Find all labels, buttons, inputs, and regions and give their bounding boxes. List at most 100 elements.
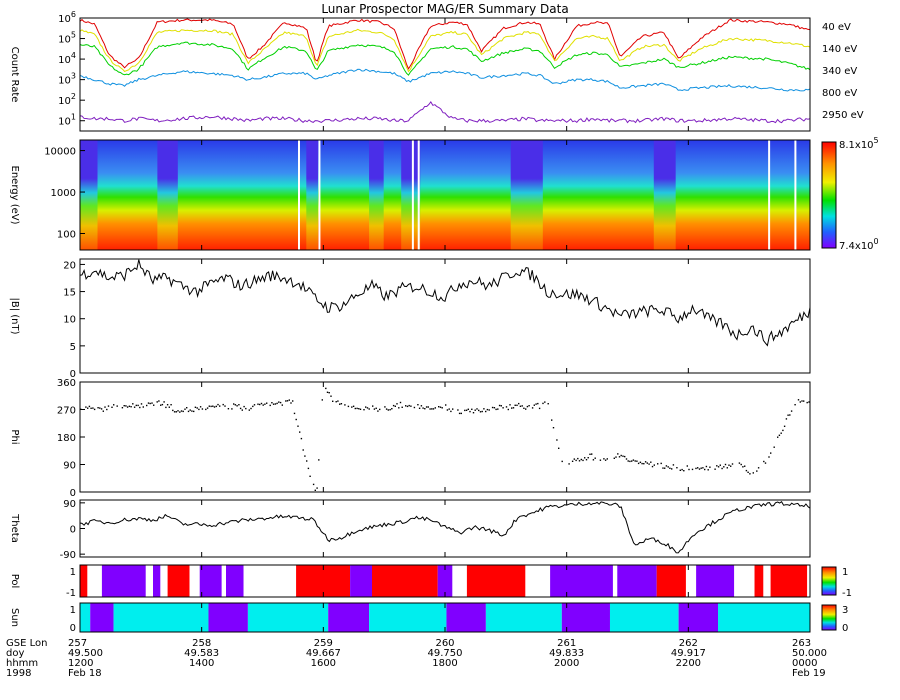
x-tick-hhmm: 1200: [68, 658, 93, 669]
energy-ylabel: Energy (eV): [9, 166, 20, 225]
y-tick-label: 106: [58, 10, 76, 25]
phi-point: [587, 457, 589, 459]
phi-point: [351, 406, 353, 408]
wake-interval: [306, 140, 318, 250]
phi-point: [801, 400, 803, 402]
phi-point: [429, 408, 431, 410]
phi-point: [731, 463, 734, 465]
phi-point: [620, 454, 622, 457]
phi-point: [768, 456, 770, 458]
phi-point: [716, 465, 718, 467]
sun-segment: [113, 603, 209, 632]
pol-segment: [696, 565, 735, 597]
phi-point: [250, 407, 252, 410]
phi-point: [698, 468, 701, 470]
phi-point: [431, 408, 433, 410]
pol-segment: [437, 565, 453, 597]
phi-point: [335, 401, 337, 403]
phi-point: [644, 461, 647, 463]
phi-point: [580, 458, 582, 461]
y-tick-label: 101: [58, 113, 76, 128]
phi-point: [535, 403, 537, 405]
phi-point: [509, 404, 511, 406]
phi-point: [168, 406, 170, 408]
phi-point: [780, 432, 782, 434]
y-tick-label: 102: [58, 92, 76, 107]
phi-point: [243, 405, 245, 408]
phi-point: [278, 401, 280, 403]
phi-point: [113, 404, 115, 406]
phi-point: [286, 400, 289, 402]
phi-point: [724, 463, 727, 466]
phi-point: [97, 407, 99, 409]
wake-interval: [80, 140, 98, 250]
phi-point: [467, 408, 469, 410]
phi-point: [578, 460, 581, 462]
phi-point: [126, 406, 129, 408]
phi-point: [179, 411, 181, 413]
phi-point: [352, 405, 355, 407]
phi-point: [135, 404, 137, 407]
phi-point: [747, 471, 749, 473]
phi-point: [474, 409, 476, 411]
phi-point: [330, 395, 332, 397]
phi-point: [198, 408, 200, 411]
phi-point: [272, 403, 275, 405]
pol-segment: [770, 565, 808, 597]
wake-interval: [369, 140, 384, 250]
phi-point: [340, 403, 343, 405]
sun-ylabel: Sun: [9, 608, 20, 627]
phi-point: [408, 404, 410, 407]
phi-point: [631, 460, 633, 462]
phi-point: [299, 431, 301, 433]
phi-ylabel: Phi: [9, 429, 20, 444]
phi-point: [161, 403, 164, 406]
phi-point: [599, 459, 602, 461]
phi-point: [111, 406, 113, 408]
pol-segment: [199, 565, 222, 597]
phi-point: [799, 401, 801, 403]
phi-point: [657, 463, 659, 465]
phi-point: [172, 409, 174, 412]
legend-label-1: 140 eV: [822, 44, 857, 55]
phi-point: [92, 407, 94, 409]
phi-point: [199, 406, 202, 408]
phi-point: [133, 406, 136, 408]
phi-point: [704, 468, 706, 471]
phi-point: [193, 410, 195, 413]
phi-point: [446, 409, 449, 411]
pol-segment: [296, 565, 351, 597]
phi-point: [551, 419, 553, 421]
phi-point: [617, 453, 619, 455]
phi-point: [147, 402, 150, 404]
energy-colorbar: [821, 141, 837, 249]
colorbar-max-label: 8.1x105: [839, 136, 879, 151]
phi-point: [521, 405, 523, 407]
phi-point: [691, 468, 694, 471]
pol-segment: [617, 565, 657, 597]
phi-point: [85, 406, 87, 408]
legend-label-2: 340 eV: [822, 66, 857, 77]
b-magnitude-ylabel: |B| (nT): [9, 297, 20, 334]
y-tick-label: 105: [58, 31, 76, 46]
phi-point: [636, 460, 638, 462]
spectrogram-background: [80, 140, 810, 250]
phi-point: [641, 462, 643, 465]
phi-point: [107, 405, 110, 407]
phi-point: [139, 406, 141, 409]
phi-point: [618, 456, 621, 458]
phi-point: [222, 403, 224, 406]
phi-point: [476, 408, 478, 410]
sun-segment: [247, 603, 329, 632]
phi-point: [491, 406, 494, 409]
pol-segment: [656, 565, 686, 597]
phi-point: [714, 468, 716, 470]
phi-point: [206, 407, 209, 409]
phi-point: [339, 403, 341, 405]
sun-segment: [678, 603, 719, 632]
phi-point: [671, 468, 673, 470]
phi-point: [439, 406, 442, 408]
phi-point: [208, 405, 210, 407]
